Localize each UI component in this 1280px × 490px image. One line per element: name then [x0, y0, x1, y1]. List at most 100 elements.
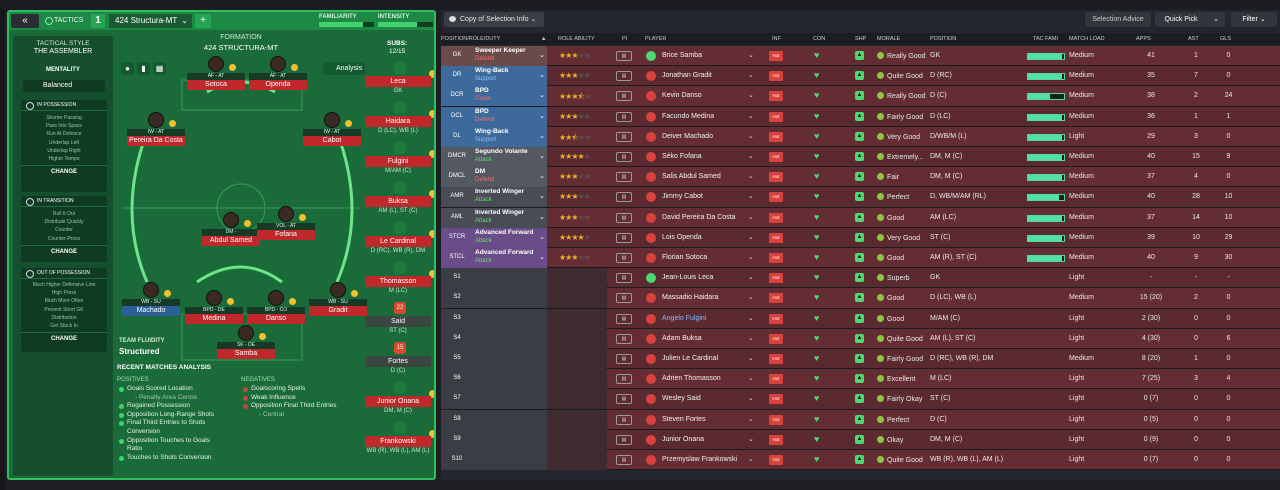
- player-name[interactable]: Julien Le Cardinal: [662, 355, 719, 362]
- player-name[interactable]: Facundo Medina: [662, 112, 715, 120]
- sub-item[interactable]: 15 Fortes D (C): [365, 342, 434, 382]
- role-cell[interactable]: [441, 167, 547, 188]
- pi-icon[interactable]: ▤: [616, 253, 632, 263]
- player-marker[interactable]: BPD - DE Medina: [185, 290, 243, 324]
- chevron-down-icon[interactable]: ⌄: [748, 456, 754, 463]
- table-row[interactable]: S5 ▤ Julien Le Cardinal ⌄ Hot ♥ ▲ Fairly Good D …: [441, 349, 1280, 370]
- role-select[interactable]: Segundo Volante Attack ⌄: [473, 147, 547, 166]
- pi-icon[interactable]: ▤: [616, 152, 632, 162]
- chevron-down-icon[interactable]: ⌄: [748, 395, 754, 403]
- player-name[interactable]: Jean-Louis Leca: [662, 274, 714, 282]
- role-cell[interactable]: [441, 66, 547, 87]
- table-row[interactable]: S7 ▤ Wesley Said ⌄ Hot ♥ ▲ Fairly Okay ST (C) Lig…: [441, 389, 1280, 410]
- col-shp[interactable]: SHP: [855, 36, 867, 42]
- player-name[interactable]: Przemyslaw Frankowski: [662, 456, 738, 463]
- player-name[interactable]: Kevin Danso: [662, 92, 702, 100]
- chevron-down-icon[interactable]: ⌄: [748, 355, 754, 362]
- player-name[interactable]: Florian Sotoca: [662, 254, 708, 261]
- pi-icon[interactable]: ▤: [616, 172, 632, 183]
- col-apps[interactable]: APPS: [1136, 36, 1151, 42]
- role-cell[interactable]: [441, 389, 547, 410]
- selection-advice-button[interactable]: Selection Advice: [1085, 12, 1151, 27]
- col-role-ability[interactable]: ROLE ABILITY: [558, 36, 595, 42]
- table-row[interactable]: STCR Advanced Forward Attack ⌄ ★★★★★ ▤ Lois Op…: [441, 227, 1280, 248]
- add-tactic-button[interactable]: +: [195, 14, 211, 28]
- player-name[interactable]: Adrien Thomasson: [662, 375, 721, 383]
- chevron-down-icon[interactable]: ⌄: [748, 173, 754, 181]
- chevron-down-icon[interactable]: ⌄: [748, 415, 754, 423]
- player-marker[interactable]: BPD - CO Danso: [247, 290, 305, 324]
- role-cell[interactable]: [441, 409, 547, 430]
- player-name[interactable]: Brice Samba: [662, 52, 703, 59]
- role-cell[interactable]: [441, 207, 547, 228]
- sub-item[interactable]: Junior Onana DM, M (C): [365, 382, 434, 422]
- pi-icon[interactable]: ▤: [616, 434, 632, 445]
- pi-icon[interactable]: ▤: [616, 455, 632, 465]
- sub-item[interactable]: Thomasson M (LC): [365, 262, 434, 302]
- pi-icon[interactable]: ▤: [616, 71, 632, 82]
- table-row[interactable]: DL Wing-Back Support ⌄ ★★⯪★★ ▤ Deiver Machado ⌄…: [441, 126, 1280, 147]
- chevron-down-icon[interactable]: ⌄: [748, 435, 754, 443]
- role-cell[interactable]: [441, 147, 547, 167]
- col-gls[interactable]: GLS: [1220, 36, 1232, 42]
- table-row[interactable]: AML Inverted Winger Attack ⌄ ★★★★★ ▤ David Per…: [441, 207, 1280, 228]
- role-cell[interactable]: [441, 248, 547, 268]
- table-row[interactable]: AMR Inverted Winger Attack ⌄ ★★★★★ ▤ Jimmy Cab…: [441, 187, 1280, 208]
- role-select[interactable]: BPD Cover ⌄: [473, 86, 547, 105]
- role-cell[interactable]: [441, 86, 547, 107]
- tactic-selector[interactable]: 424 Structura-MT ⌄: [109, 14, 192, 28]
- table-row[interactable]: DMCL DM Defend ⌄ ★★★★★ ▤ Salis Abdul Samed ⌄ Hot…: [441, 167, 1280, 188]
- sub-item[interactable]: Frankowski WB (R), WB (L), AM (L): [365, 422, 434, 462]
- quick-pick-button[interactable]: Quick Pick: [1155, 12, 1207, 27]
- player-marker[interactable]: IW - AT Cabot: [303, 112, 361, 146]
- role-select[interactable]: Wing-Back Support ⌄: [473, 127, 547, 146]
- filter-button[interactable]: Filter ⌄: [1231, 12, 1277, 27]
- table-row[interactable]: S6 ▤ Adrien Thomasson ⌄ Hot ♥ ▲ Excellent M (LC)…: [441, 369, 1280, 390]
- col-match-load[interactable]: MATCH LOAD: [1069, 36, 1105, 42]
- player-name[interactable]: Wesley Said: [662, 395, 701, 403]
- sub-item[interactable]: Buksa AM (L), ST (C): [365, 182, 434, 222]
- pi-icon[interactable]: ▤: [616, 293, 632, 304]
- pi-icon[interactable]: ▤: [616, 131, 632, 142]
- chevron-down-icon[interactable]: ⌄: [748, 213, 754, 221]
- role-cell[interactable]: [441, 369, 547, 390]
- in-transition-change-button[interactable]: CHANGE: [21, 244, 107, 257]
- sub-item[interactable]: Haidara D (LC), WB (L): [365, 102, 434, 142]
- player-name[interactable]: Jimmy Cabot: [662, 193, 703, 201]
- table-row[interactable]: S4 ▤ Adam Buksa ⌄ Hot ♥ ▲ Quite Good AM (L), ST …: [441, 328, 1280, 349]
- role-select[interactable]: BPD Defend ⌄: [473, 107, 547, 126]
- chevron-down-icon[interactable]: ⌄: [748, 153, 754, 160]
- tactical-style-value[interactable]: THE ASSEMBLER: [33, 48, 93, 55]
- table-row[interactable]: DCR BPD Cover ⌄ ★★★⯪★ ▤ Kevin Danso ⌄ Hot ♥ ▲ Reall…: [441, 86, 1280, 107]
- role-cell[interactable]: [441, 126, 547, 147]
- col-position-role-duty[interactable]: POSITION/ROLE/DUTY: [441, 36, 501, 42]
- table-row[interactable]: S3 ▤ Angelo Fulgini ⌄ Hot ♥ ▲ Good M/AM (C) Light…: [441, 308, 1280, 329]
- grid-icon[interactable]: ▦: [153, 62, 166, 75]
- pi-icon[interactable]: ▤: [616, 212, 632, 223]
- collapse-button[interactable]: «: [11, 14, 39, 28]
- pi-icon[interactable]: ▤: [616, 192, 632, 203]
- player-name[interactable]: Junior Onana: [662, 435, 705, 443]
- player-marker[interactable]: AF - AT Sotoca: [187, 56, 245, 90]
- quick-pick-dropdown[interactable]: ⌄: [1207, 12, 1225, 27]
- table-row[interactable]: S1 ▤ Jean-Louis Leca ⌄ Hot ♥ ▲ Superb GK Light - - -: [441, 268, 1280, 289]
- role-cell[interactable]: [441, 349, 547, 369]
- col-pi[interactable]: PI: [622, 36, 628, 42]
- role-cell[interactable]: [441, 450, 547, 470]
- col-ast[interactable]: AST: [1188, 36, 1199, 42]
- player-name[interactable]: Salis Abdul Samed: [662, 173, 721, 181]
- chevron-down-icon[interactable]: ⌄: [748, 233, 754, 241]
- table-row[interactable]: STCL Advanced Forward Attack ⌄ ★★★★★ ▤ Florian…: [441, 248, 1280, 269]
- role-select[interactable]: Inverted Winger Attack ⌄: [473, 208, 547, 227]
- chevron-down-icon[interactable]: ⌄: [748, 52, 754, 59]
- pi-icon[interactable]: ▤: [616, 394, 632, 405]
- role-cell[interactable]: [441, 429, 547, 450]
- table-row[interactable]: DCL BPD Defend ⌄ ★★★★★ ▤ Facundo Medina ⌄ Hot ♥ ▲ F…: [441, 106, 1280, 127]
- role-cell[interactable]: [441, 106, 547, 127]
- player-name[interactable]: Séko Fofana: [662, 153, 702, 160]
- player-name[interactable]: Jonathan Gradit: [662, 72, 712, 80]
- role-cell[interactable]: [441, 46, 547, 66]
- pi-icon[interactable]: ▤: [616, 273, 632, 284]
- player-name[interactable]: David Pereira Da Costa: [662, 213, 736, 221]
- player-marker[interactable]: WB - SU Gradit: [309, 282, 367, 316]
